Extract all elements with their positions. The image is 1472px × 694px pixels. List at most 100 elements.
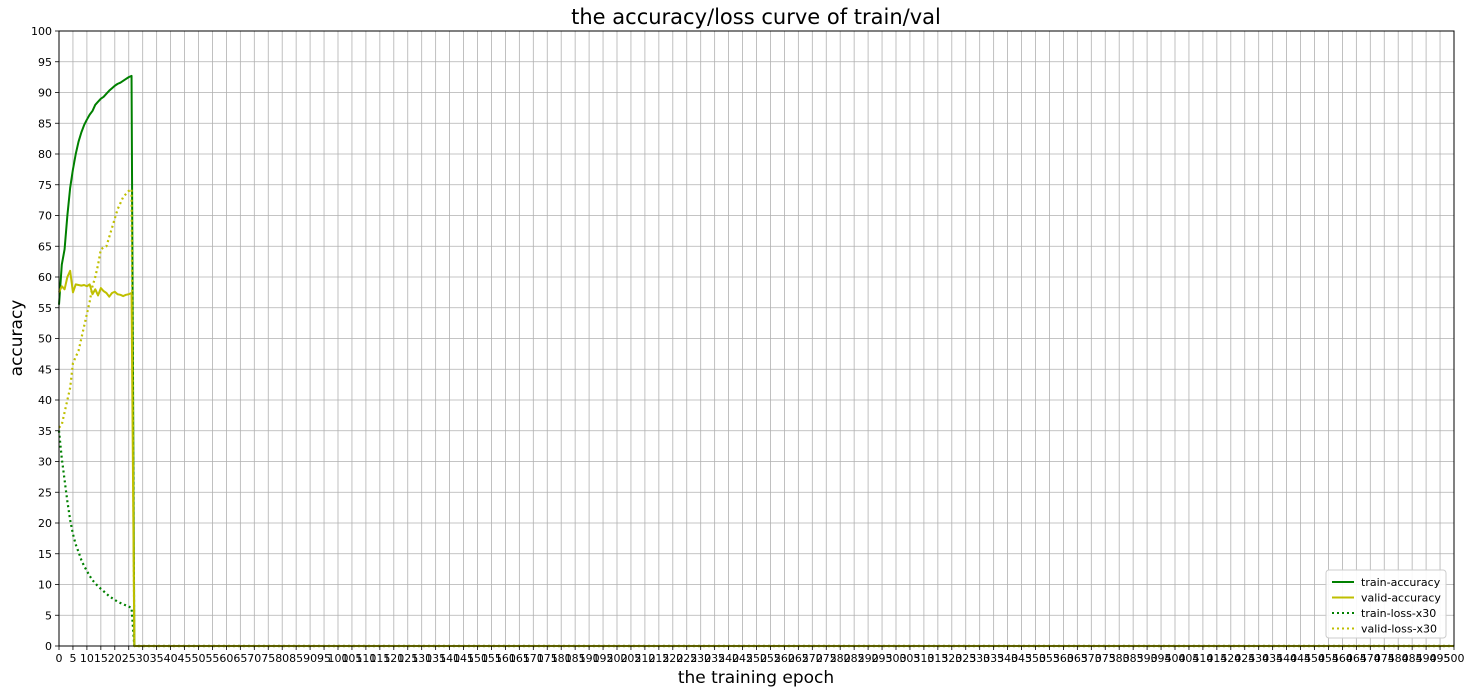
x-tick-label: 480 [1388, 652, 1409, 665]
x-tick-label: 185 [565, 652, 586, 665]
x-tick-label: 365 [1067, 652, 1088, 665]
x-tick-label: 175 [537, 652, 558, 665]
y-tick-label: 55 [38, 302, 52, 315]
x-tick-label: 115 [369, 652, 390, 665]
x-tick-label: 260 [774, 652, 795, 665]
x-tick-label: 130 [411, 652, 432, 665]
x-tick-label: 330 [969, 652, 990, 665]
x-tick-label: 230 [690, 652, 711, 665]
x-tick-label: 305 [899, 652, 920, 665]
x-tick-label: 400 [1165, 652, 1186, 665]
x-tick-label: 430 [1248, 652, 1269, 665]
x-tick-label: 325 [955, 652, 976, 665]
x-tick-label: 335 [983, 652, 1004, 665]
x-tick-label: 95 [317, 652, 331, 665]
x-tick-label: 395 [1151, 652, 1172, 665]
x-tick-label: 460 [1332, 652, 1353, 665]
x-tick-label: 450 [1304, 652, 1325, 665]
x-tick-label: 410 [1192, 652, 1213, 665]
y-tick-label: 35 [38, 425, 52, 438]
x-tick-label: 310 [913, 652, 934, 665]
x-tick-label: 195 [593, 652, 614, 665]
x-tick-label: 470 [1360, 652, 1381, 665]
y-tick-label: 20 [38, 517, 52, 530]
y-tick-label: 50 [38, 333, 52, 346]
x-tick-label: 350 [1025, 652, 1046, 665]
x-tick-label: 265 [788, 652, 809, 665]
y-tick-label: 25 [38, 486, 52, 499]
x-tick-label: 235 [704, 652, 725, 665]
x-tick-label: 85 [289, 652, 303, 665]
x-tick-label: 285 [844, 652, 865, 665]
x-tick-label: 225 [676, 652, 697, 665]
x-tick-label: 35 [150, 652, 164, 665]
x-tick-label: 270 [802, 652, 823, 665]
x-axis-label: the training epoch [678, 668, 834, 688]
x-tick-label: 20 [108, 652, 122, 665]
x-tick-label: 15 [94, 652, 108, 665]
x-tick-label: 415 [1206, 652, 1227, 665]
legend-box [1325, 569, 1447, 639]
x-tick-label: 385 [1123, 652, 1144, 665]
legend-label: train-accuracy [1361, 576, 1441, 589]
x-tick-label: 255 [760, 652, 781, 665]
chart-title: the accuracy/loss curve of train/val [571, 5, 941, 29]
x-tick-label: 205 [620, 652, 641, 665]
x-tick-label: 155 [481, 652, 502, 665]
x-tick-label: 0 [56, 652, 63, 665]
y-tick-label: 5 [45, 609, 52, 622]
y-tick-label: 15 [38, 548, 52, 561]
x-tick-label: 380 [1109, 652, 1130, 665]
x-tick-label: 5 [69, 652, 76, 665]
legend: train-accuracy valid-accuracy train-loss-x… [1325, 569, 1447, 639]
x-tick-label: 250 [746, 652, 767, 665]
series-train-accuracy [58, 74, 1454, 647]
x-tick-label: 90 [303, 652, 317, 665]
x-tick-label: 120 [383, 652, 404, 665]
x-tick-label: 375 [1095, 652, 1116, 665]
x-tick-label: 290 [858, 652, 879, 665]
x-tick-label: 345 [1011, 652, 1032, 665]
y-axis-label: accuracy [7, 300, 27, 377]
x-tick-label: 215 [648, 652, 669, 665]
series-lines [57, 74, 1454, 648]
x-tick-label: 465 [1346, 652, 1367, 665]
x-tick-label: 245 [732, 652, 753, 665]
y-tick-label: 85 [38, 117, 52, 130]
x-tick-label: 360 [1053, 652, 1074, 665]
x-tick-label: 495 [1430, 652, 1451, 665]
x-tick-label: 435 [1262, 652, 1283, 665]
y-tick-label: 90 [38, 87, 52, 100]
series-train-loss-x30 [57, 430, 1454, 648]
y-tick-label: 75 [38, 179, 52, 192]
x-tick-label: 475 [1374, 652, 1395, 665]
x-tick-label: 190 [579, 652, 600, 665]
series-valid-accuracy [58, 269, 1454, 647]
x-tick-label: 80 [275, 652, 289, 665]
x-tick-label: 140 [439, 652, 460, 665]
x-tick-label: 145 [453, 652, 474, 665]
x-tick-label: 320 [941, 652, 962, 665]
x-tick-label: 240 [718, 652, 739, 665]
x-tick-label: 220 [662, 652, 683, 665]
x-tick-label: 455 [1318, 652, 1339, 665]
x-tick-label: 300 [886, 652, 907, 665]
x-tick-label: 45 [178, 652, 192, 665]
x-tick-label: 390 [1137, 652, 1158, 665]
y-tick-label: 100 [31, 25, 52, 38]
x-tick-label: 65 [233, 652, 247, 665]
x-tick-label: 210 [634, 652, 655, 665]
x-tick-label: 165 [509, 652, 530, 665]
y-tick-label: 70 [38, 210, 52, 223]
x-tick-label: 425 [1234, 652, 1255, 665]
x-tick-label: 500 [1444, 652, 1465, 665]
legend-label: valid-accuracy [1361, 592, 1441, 605]
x-tick-label: 160 [495, 652, 516, 665]
x-tick-label: 125 [397, 652, 418, 665]
x-tick-label: 200 [607, 652, 628, 665]
x-tick-label: 105 [341, 652, 362, 665]
x-tick-label: 405 [1178, 652, 1199, 665]
x-tick-label: 485 [1402, 652, 1423, 665]
